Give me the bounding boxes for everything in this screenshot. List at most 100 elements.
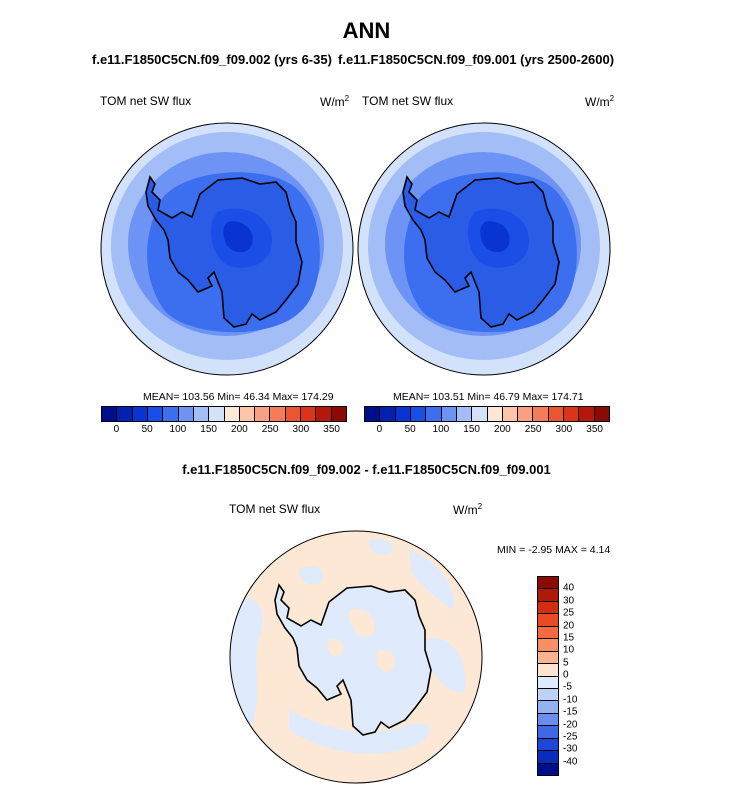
colorbar-swatch [270, 407, 286, 421]
colorbar-swatch [538, 589, 558, 602]
colorbar-swatch [472, 407, 488, 421]
colorbar-difference-swatches [537, 576, 559, 776]
colorbar-swatch [538, 601, 558, 615]
colorbar-swatch [538, 713, 558, 727]
colorbar-left: 0 50 100 150 200 250 300 350 [101, 406, 347, 436]
colorbar-tick-label: 100 [432, 424, 450, 435]
colorbar-swatch [533, 407, 549, 421]
colorbar-swatch [365, 407, 381, 421]
colorbar-swatch [147, 407, 164, 421]
colorbar-swatch [502, 407, 519, 421]
colorbar-swatch [538, 763, 558, 775]
case-title-right: f.e11.F1850C5CN.f09_f09.001 (yrs 2500-26… [338, 52, 615, 67]
colorbar-swatch [163, 407, 179, 421]
colorbar-swatch [538, 726, 558, 739]
colorbar-swatch [316, 407, 332, 421]
colorbar-swatch [331, 407, 346, 421]
colorbar-tick-label: -20 [563, 719, 578, 730]
colorbar-tick-label: -15 [563, 706, 578, 718]
colorbar-swatch [518, 407, 534, 421]
colorbar-tick-label: 40 [563, 582, 575, 594]
colorbar-tick-label: 250 [261, 424, 279, 435]
colorbar-swatch [564, 407, 580, 421]
colorbar-swatch [538, 614, 558, 627]
colorbar-swatch [102, 407, 118, 421]
colorbar-tick-label: 350 [323, 424, 340, 435]
antarctica-landmass-diff [274, 583, 432, 736]
colorbar-swatch [456, 407, 473, 421]
variable-label-right: TOM net SW flux [362, 94, 454, 108]
colorbar-tick-label: 30 [563, 595, 575, 607]
colorbar-tick-label: 50 [141, 424, 153, 435]
colorbar-tick-label: 200 [494, 424, 511, 435]
colorbar-difference: 40 30 25 20 15 10 5 0 -5 -10 -15 -20 -25 -30 -40 [537, 576, 597, 776]
colorbar-swatch [301, 407, 317, 421]
colorbar-swatch [239, 407, 256, 421]
unit-label-right: W/m2 [585, 94, 615, 109]
colorbar-swatch [538, 664, 558, 677]
unit-label-left: W/m2 [320, 94, 350, 109]
colorbar-swatch [538, 577, 558, 590]
colorbar-right: 0 50 100 150 200 250 300 350 [364, 406, 610, 436]
colorbar-swatch [538, 688, 558, 702]
colorbar-left-swatches [101, 406, 347, 422]
colorbar-swatch [178, 407, 194, 421]
colorbar-tick-label: -40 [563, 756, 578, 768]
colorbar-swatch [132, 407, 148, 421]
colorbar-tick-label: 20 [563, 620, 575, 631]
colorbar-right-ticks: 0 50 100 150 200 250 300 350 [364, 422, 610, 436]
colorbar-swatch [395, 407, 411, 421]
variable-label-diff: TOM net SW flux [229, 502, 321, 516]
colorbar-tick-label: -5 [563, 681, 572, 693]
colorbar-tick-label: -30 [563, 743, 578, 755]
polar-map-difference [229, 530, 483, 784]
unit-label-diff: W/m2 [453, 502, 483, 517]
colorbar-right-swatches [364, 406, 610, 422]
colorbar-left-ticks: 0 50 100 150 200 250 300 350 [101, 422, 347, 436]
colorbar-tick-label: 10 [563, 644, 575, 656]
colorbar-tick-label: -25 [563, 731, 578, 743]
colorbar-swatch [594, 407, 609, 421]
colorbar-tick-label: 0 [376, 424, 383, 435]
colorbar-tick-label: 200 [231, 424, 248, 435]
colorbar-tick-label: 0 [113, 424, 120, 435]
colorbar-swatch [538, 651, 558, 665]
colorbar-tick-label: 15 [563, 632, 575, 644]
case-title-left: f.e11.F1850C5CN.f09_f09.002 (yrs 6-35) [92, 52, 332, 67]
polar-map-left [100, 122, 354, 376]
colorbar-tick-label: 250 [524, 424, 542, 435]
colorbar-swatch [117, 407, 133, 421]
variable-label-left: TOM net SW flux [100, 94, 192, 108]
colorbar-swatch [538, 626, 558, 640]
colorbar-tick-label: 50 [404, 424, 416, 435]
colorbar-swatch [538, 751, 558, 764]
colorbar-tick-label: 350 [586, 424, 603, 435]
colorbar-swatch [224, 407, 240, 421]
colorbar-swatch [380, 407, 396, 421]
stats-right: MEAN= 103.51 Min= 46.79 Max= 174.71 [393, 391, 584, 403]
difference-title: f.e11.F1850C5CN.f09_f09.002 - f.e11.F185… [182, 462, 551, 477]
colorbar-swatch [193, 407, 210, 421]
colorbar-swatch [441, 407, 457, 421]
plot-title: ANN [342, 18, 391, 43]
colorbar-swatch [410, 407, 427, 421]
colorbar-tick-label: -10 [563, 694, 578, 706]
colorbar-swatch [538, 639, 558, 652]
colorbar-swatch [487, 407, 503, 421]
colorbar-tick-label: 300 [292, 424, 310, 435]
stats-diff: MIN = -2.95 MAX = 4.14 [497, 544, 611, 556]
colorbar-tick-label: 150 [463, 424, 480, 435]
colorbar-tick-label: 150 [200, 424, 217, 435]
colorbar-tick-label: 100 [169, 424, 187, 435]
colorbar-tick-label: 5 [563, 657, 569, 669]
colorbar-swatch [426, 407, 442, 421]
colorbar-tick-label: 0 [563, 669, 569, 681]
colorbar-swatch [538, 676, 558, 689]
colorbar-tick-label: 300 [555, 424, 573, 435]
colorbar-swatch [548, 407, 565, 421]
colorbar-swatch [538, 701, 558, 714]
colorbar-swatch [209, 407, 225, 421]
colorbar-swatch [255, 407, 271, 421]
colorbar-swatch [579, 407, 595, 421]
polar-map-right [357, 122, 611, 376]
